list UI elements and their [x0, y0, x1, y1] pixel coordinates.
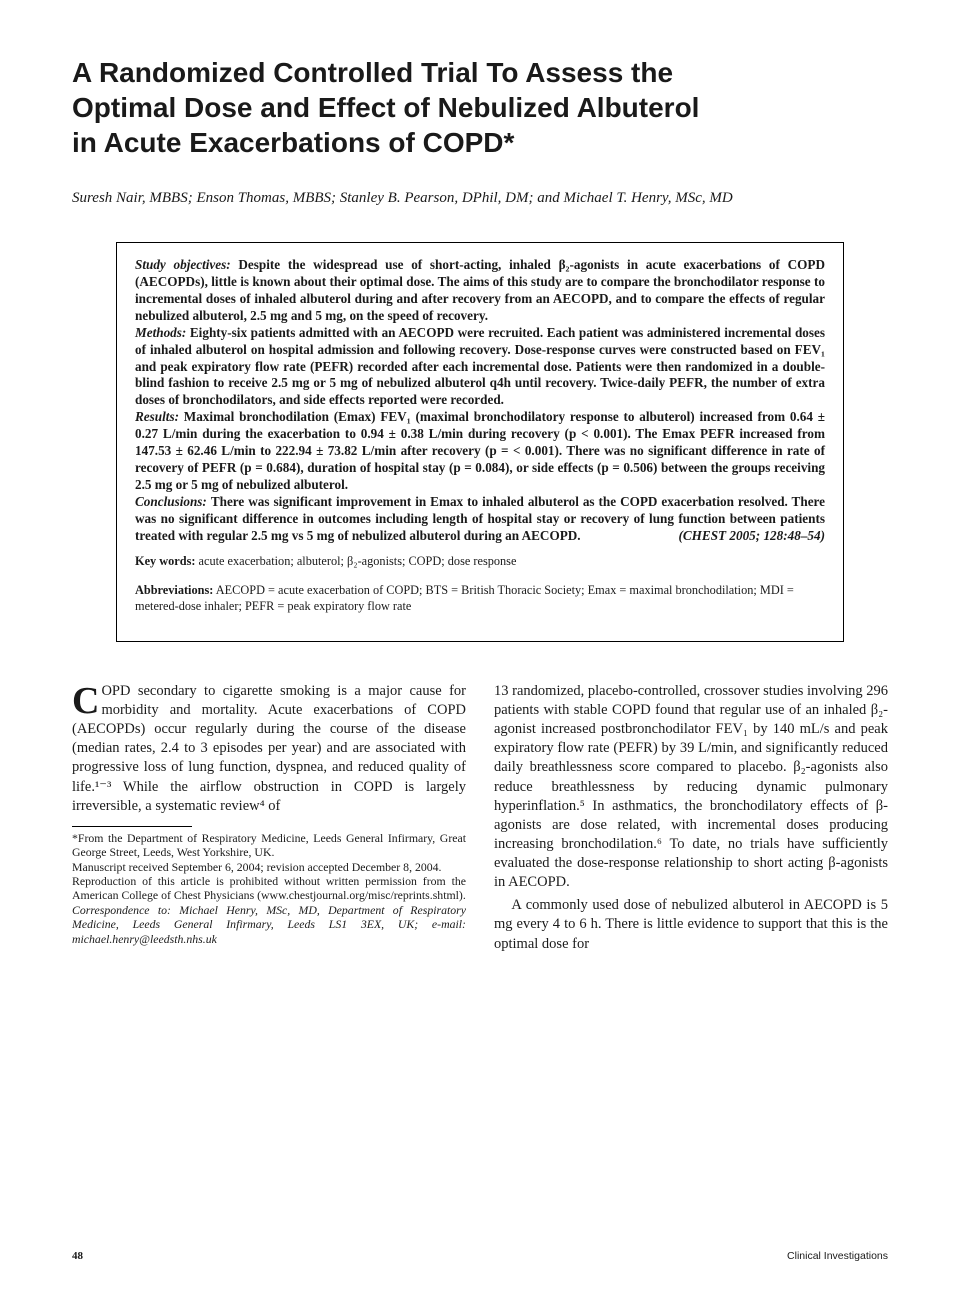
body-para-1: OPD secondary to cigarette smoking is a … — [72, 683, 466, 814]
abstract-conclusions-label: Conclusions: — [135, 494, 207, 509]
abbreviations-block: Abbreviations: AECOPD = acute exacerbati… — [135, 583, 825, 615]
abstract-box: Study objectives: Despite the widespread… — [116, 242, 844, 642]
footer-section: Clinical Investigations — [787, 1250, 888, 1262]
body-para-2: 13 randomized, placebo-controlled, cross… — [494, 682, 888, 892]
abbreviations-label: Abbreviations: — [135, 583, 213, 597]
footnote-rule — [72, 826, 192, 827]
abstract-objectives: Study objectives: Despite the widespread… — [135, 257, 825, 325]
keywords-text: acute exacerbation; albuterol; β₂-agonis… — [199, 554, 517, 568]
body-columns: COPD secondary to cigarette smoking is a… — [72, 682, 888, 954]
column-left: COPD secondary to cigarette smoking is a… — [72, 682, 466, 954]
page-footer: 48 Clinical Investigations — [72, 1250, 888, 1262]
footnotes: *From the Department of Respiratory Medi… — [72, 831, 466, 946]
page-number: 48 — [72, 1250, 83, 1262]
footnote-affiliation: *From the Department of Respiratory Medi… — [72, 831, 466, 860]
dropcap: C — [72, 682, 101, 717]
abbreviations-text: AECOPD = acute exacerbation of COPD; BTS… — [135, 583, 794, 613]
abstract-objectives-text: Despite the widespread use of short-acti… — [135, 257, 825, 323]
article-title: A Randomized Controlled Trial To Assess … — [72, 55, 712, 160]
abstract-methods-label: Methods: — [135, 325, 186, 340]
keywords-label: Key words: — [135, 554, 195, 568]
keywords-block: Key words: acute exacerbation; albuterol… — [135, 554, 825, 570]
abstract-results: Results: Maximal bronchodilation (Emax) … — [135, 409, 825, 493]
body-para-3: A commonly used dose of nebulized albute… — [494, 896, 888, 953]
abstract-conclusions: Conclusions: There was significant impro… — [135, 494, 825, 545]
authors: Suresh Nair, MBBS; Enson Thomas, MBBS; S… — [72, 188, 888, 208]
abstract-citation: (CHEST 2005; 128:48–54) — [678, 528, 825, 545]
abstract-methods-text: Eighty-six patients admitted with an AEC… — [135, 325, 825, 408]
footnote-correspondence: Correspondence to: Michael Henry, MSc, M… — [72, 903, 466, 946]
footnote-reproduction: Reproduction of this article is prohibit… — [72, 874, 466, 903]
footnote-manuscript: Manuscript received September 6, 2004; r… — [72, 860, 466, 874]
abstract-methods: Methods: Eighty-six patients admitted wi… — [135, 325, 825, 409]
column-right: 13 randomized, placebo-controlled, cross… — [494, 682, 888, 954]
abstract-objectives-label: Study objectives: — [135, 257, 231, 272]
abstract-results-label: Results: — [135, 409, 179, 424]
abstract-results-text: Maximal bronchodilation (Emax) FEV₁ (max… — [135, 409, 825, 492]
